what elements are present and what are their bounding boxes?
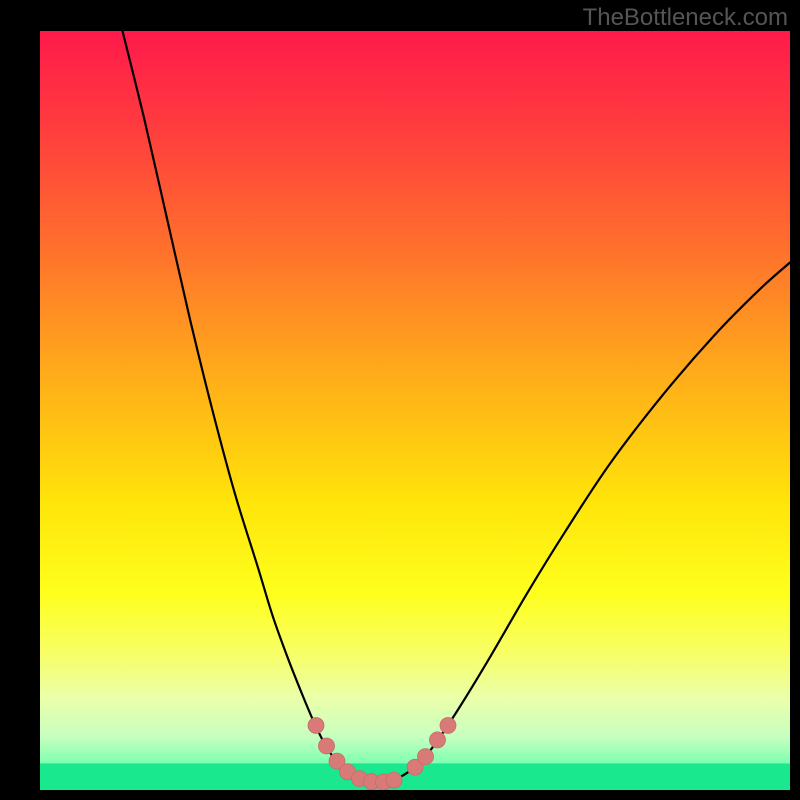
outer-frame: TheBottleneck.com [0,0,800,800]
data-marker [386,772,402,788]
data-marker [319,738,335,754]
gradient-background [40,31,790,790]
data-marker [418,749,434,765]
data-marker [430,732,446,748]
data-marker [440,717,456,733]
data-marker [308,717,324,733]
plot-area [40,31,790,790]
chart-svg [40,31,790,790]
watermark-text: TheBottleneck.com [583,4,788,32]
